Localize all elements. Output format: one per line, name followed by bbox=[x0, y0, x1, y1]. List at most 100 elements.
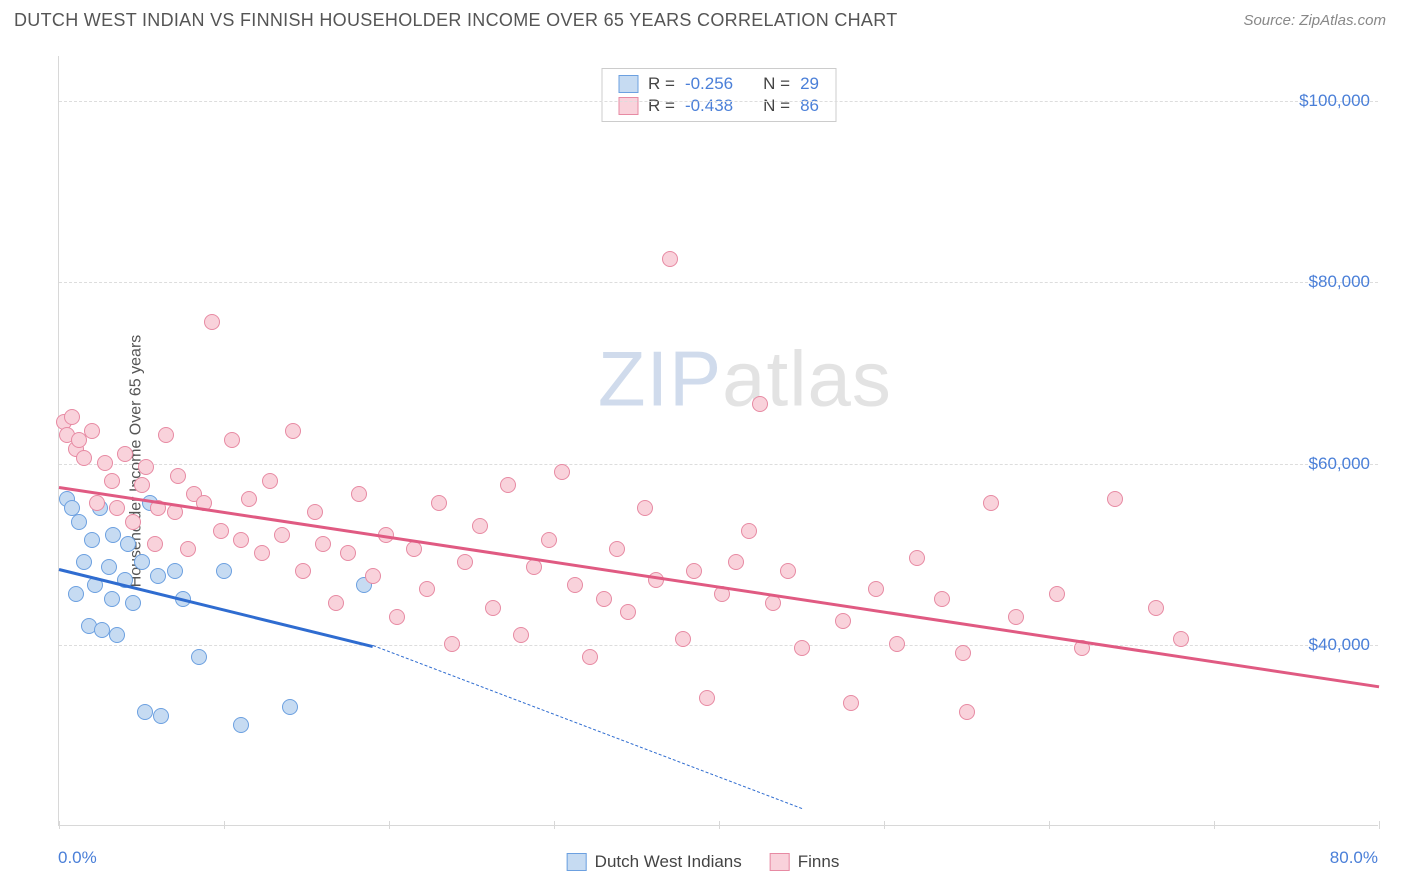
data-point bbox=[699, 690, 715, 706]
data-point bbox=[909, 550, 925, 566]
data-point bbox=[94, 622, 110, 638]
data-point bbox=[794, 640, 810, 656]
data-point bbox=[582, 649, 598, 665]
data-point bbox=[472, 518, 488, 534]
stats-r-value-0: -0.256 bbox=[685, 74, 733, 94]
stats-r-label-1: R = bbox=[648, 96, 675, 116]
data-point bbox=[117, 446, 133, 462]
data-point bbox=[1173, 631, 1189, 647]
x-tick bbox=[719, 821, 720, 829]
x-tick bbox=[884, 821, 885, 829]
data-point bbox=[68, 586, 84, 602]
data-point bbox=[955, 645, 971, 661]
data-point bbox=[233, 717, 249, 733]
data-point bbox=[934, 591, 950, 607]
x-tick bbox=[59, 821, 60, 829]
data-point bbox=[295, 563, 311, 579]
data-point bbox=[457, 554, 473, 570]
data-point bbox=[120, 536, 136, 552]
data-point bbox=[71, 514, 87, 530]
data-point bbox=[1008, 609, 1024, 625]
trend-line bbox=[59, 486, 1379, 688]
legend-label-1: Finns bbox=[798, 852, 840, 872]
y-tick-label: $100,000 bbox=[1299, 91, 1370, 111]
data-point bbox=[180, 541, 196, 557]
data-point bbox=[138, 459, 154, 475]
data-point bbox=[64, 409, 80, 425]
trend-line-extrapolated bbox=[372, 645, 801, 809]
data-point bbox=[1107, 491, 1123, 507]
data-point bbox=[328, 595, 344, 611]
data-point bbox=[983, 495, 999, 511]
x-tick bbox=[1379, 821, 1380, 829]
x-tick bbox=[554, 821, 555, 829]
data-point bbox=[105, 527, 121, 543]
data-point bbox=[959, 704, 975, 720]
data-point bbox=[596, 591, 612, 607]
correlation-stats-box: R = -0.256 N = 29 R = -0.438 N = 86 bbox=[601, 68, 836, 122]
chart-source: Source: ZipAtlas.com bbox=[1243, 12, 1386, 29]
data-point bbox=[84, 423, 100, 439]
data-point bbox=[554, 464, 570, 480]
data-point bbox=[274, 527, 290, 543]
x-tick bbox=[1049, 821, 1050, 829]
legend-swatch-0 bbox=[567, 853, 587, 871]
data-point bbox=[662, 251, 678, 267]
data-point bbox=[513, 627, 529, 643]
stats-row-series-1: R = -0.438 N = 86 bbox=[618, 95, 819, 117]
watermark-atlas: atlas bbox=[722, 334, 892, 422]
y-tick-label: $80,000 bbox=[1309, 272, 1370, 292]
data-point bbox=[444, 636, 460, 652]
data-point bbox=[224, 432, 240, 448]
data-point bbox=[216, 563, 232, 579]
data-point bbox=[741, 523, 757, 539]
legend-item-0: Dutch West Indians bbox=[567, 852, 742, 872]
data-point bbox=[137, 704, 153, 720]
data-point bbox=[213, 523, 229, 539]
data-point bbox=[431, 495, 447, 511]
chart-title: DUTCH WEST INDIAN VS FINNISH HOUSEHOLDER… bbox=[14, 10, 898, 31]
data-point bbox=[191, 649, 207, 665]
x-tick bbox=[389, 821, 390, 829]
stats-n-label-0: N = bbox=[763, 74, 790, 94]
data-point bbox=[150, 568, 166, 584]
data-point bbox=[109, 627, 125, 643]
data-point bbox=[835, 613, 851, 629]
data-point bbox=[675, 631, 691, 647]
stats-swatch-1 bbox=[618, 97, 638, 115]
stats-row-series-0: R = -0.256 N = 29 bbox=[618, 73, 819, 95]
data-point bbox=[686, 563, 702, 579]
data-point bbox=[1049, 586, 1065, 602]
data-point bbox=[340, 545, 356, 561]
data-point bbox=[125, 514, 141, 530]
data-point bbox=[780, 563, 796, 579]
data-point bbox=[637, 500, 653, 516]
legend-swatch-1 bbox=[770, 853, 790, 871]
data-point bbox=[500, 477, 516, 493]
data-point bbox=[204, 314, 220, 330]
data-point bbox=[125, 595, 141, 611]
data-point bbox=[241, 491, 257, 507]
data-point bbox=[752, 396, 768, 412]
data-point bbox=[97, 455, 113, 471]
y-tick-label: $60,000 bbox=[1309, 454, 1370, 474]
data-point bbox=[567, 577, 583, 593]
data-point bbox=[76, 554, 92, 570]
data-point bbox=[167, 563, 183, 579]
data-point bbox=[262, 473, 278, 489]
plot-area: ZIPatlas R = -0.256 N = 29 R = -0.438 N … bbox=[58, 56, 1378, 826]
stats-n-value-0: 29 bbox=[800, 74, 819, 94]
data-point bbox=[254, 545, 270, 561]
y-tick-label: $40,000 bbox=[1309, 635, 1370, 655]
stats-r-label-0: R = bbox=[648, 74, 675, 94]
data-point bbox=[153, 708, 169, 724]
x-tick bbox=[1214, 821, 1215, 829]
stats-r-value-1: -0.438 bbox=[685, 96, 733, 116]
data-point bbox=[307, 504, 323, 520]
stats-n-value-1: 86 bbox=[800, 96, 819, 116]
data-point bbox=[541, 532, 557, 548]
data-point bbox=[485, 600, 501, 616]
data-point bbox=[609, 541, 625, 557]
chart-header: DUTCH WEST INDIAN VS FINNISH HOUSEHOLDER… bbox=[0, 0, 1406, 37]
x-axis-min-label: 0.0% bbox=[58, 848, 97, 868]
